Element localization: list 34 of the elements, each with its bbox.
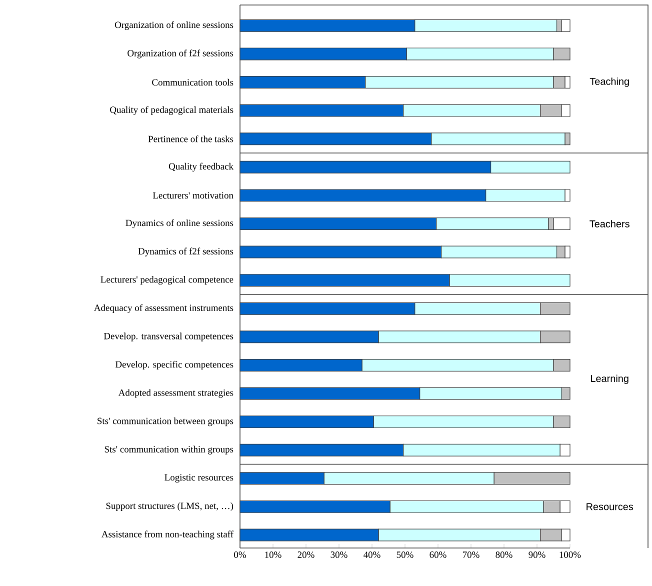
y-tick-label: Pertinence of the tasks (148, 135, 234, 142)
x-tick-label: 100% (560, 552, 581, 558)
y-tick-label: Sts' communication within groups (104, 446, 234, 454)
y-tick-label: Develop. specific competences (115, 360, 234, 370)
x-tick-label: 60% (430, 552, 446, 558)
y-tick-label: Develop. transversal competences (104, 332, 234, 342)
y-tick-label: Support structures (LMS, net, …) (106, 502, 234, 511)
y-tick-label: Organization of f2f sessions (128, 50, 234, 58)
x-tick-label: 30% (330, 552, 348, 558)
x-tick-label: 20% (298, 552, 314, 558)
x-tick-label: 80% (496, 552, 512, 558)
text: Teaching (590, 78, 629, 87)
text: Teachers (590, 220, 630, 228)
y-tick-label: Dynamics of f2f sessions (138, 248, 234, 256)
y-tick-label: Sts' communication between groups (98, 418, 234, 426)
y-tick-label: Organization of online sessions (114, 21, 234, 30)
y-tick-label: Adequacy of assessment instruments (94, 304, 234, 313)
y-tick-label: Lecturers' pedagogical competence (100, 276, 234, 285)
x-tick-label: 70% (462, 552, 480, 558)
x-tick-label: 0% (234, 552, 246, 558)
y-tick-label: Quality feedback (168, 162, 234, 172)
text: Learning (591, 374, 628, 384)
text: Resources (586, 503, 634, 510)
y-tick-label: Logistic resources (164, 474, 234, 483)
y-tick-label: Dynamics of online sessions (126, 219, 234, 228)
y-tick-label: Adopted assessment strategies (118, 389, 234, 398)
y-tick-label: Quality of pedagogical materials (110, 106, 234, 115)
x-tick-label: 10% (265, 552, 282, 558)
x-tick-label: 50% (396, 552, 414, 558)
x-tick-label: 90% (528, 552, 546, 558)
y-tick-label: Lecturers' motivation (152, 192, 234, 199)
y-tick-label: Assistance from non-teaching staff (102, 530, 234, 540)
x-tick-label: 40% (364, 552, 380, 558)
y-tick-label: Communication tools (152, 78, 234, 86)
